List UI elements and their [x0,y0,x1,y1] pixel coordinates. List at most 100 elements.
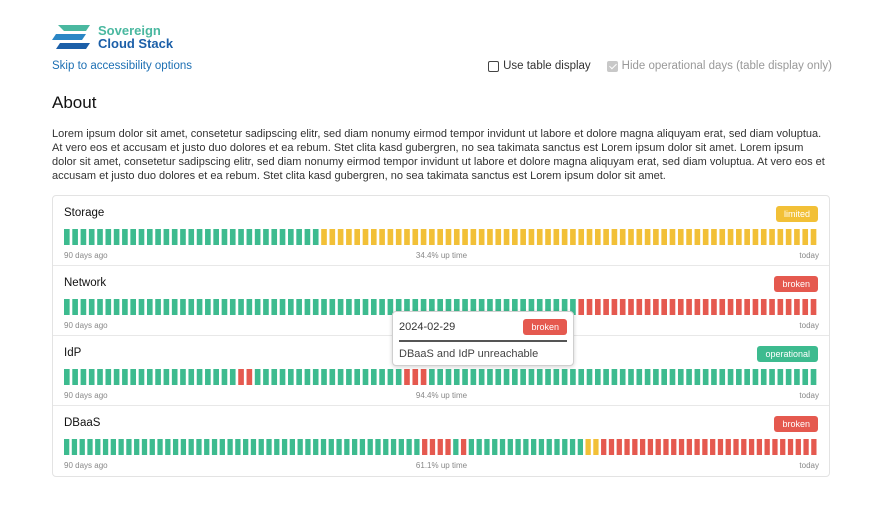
day-bar[interactable] [777,369,784,385]
day-bar[interactable] [802,229,809,245]
day-bar[interactable] [105,229,112,245]
day-bar[interactable] [445,299,452,315]
day-bar[interactable] [404,299,410,315]
day-bar[interactable] [736,299,742,315]
day-bar[interactable] [321,299,327,315]
day-bar[interactable] [229,229,236,245]
day-bar[interactable] [769,369,775,385]
day-bar[interactable] [227,439,233,455]
day-bar[interactable] [97,229,103,245]
day-bar[interactable] [523,439,529,455]
day-bar[interactable] [453,229,460,245]
day-bar[interactable] [95,439,101,455]
day-bar[interactable] [180,369,186,385]
skip-to-accessibility-link[interactable]: Skip to accessibility options [52,60,192,72]
day-bar[interactable] [238,299,244,315]
day-bar[interactable] [390,439,397,455]
day-bar[interactable] [603,299,609,315]
day-bar[interactable] [404,229,410,245]
day-bar[interactable] [362,229,369,245]
day-bar[interactable] [578,369,585,385]
day-bar[interactable] [130,299,137,315]
day-bar[interactable] [213,229,219,245]
day-bar[interactable] [412,229,419,245]
day-bar[interactable] [337,369,344,385]
day-bar[interactable] [468,439,475,455]
day-bar[interactable] [531,439,537,455]
day-bar[interactable] [777,299,784,315]
day-bar[interactable] [644,229,651,245]
day-bar[interactable] [367,439,373,455]
day-bar[interactable] [636,369,643,385]
day-bar[interactable] [204,439,210,455]
day-bar[interactable] [188,229,195,245]
day-bar[interactable] [601,439,607,455]
day-bar[interactable] [171,229,178,245]
day-bar[interactable] [370,229,377,245]
day-bar[interactable] [702,229,709,245]
day-bar[interactable] [725,439,731,455]
day-bar[interactable] [647,439,654,455]
day-bar[interactable] [296,369,302,385]
day-bar[interactable] [585,439,591,455]
day-bar[interactable] [711,369,717,385]
day-bar[interactable] [686,229,692,245]
day-bar[interactable] [653,369,659,385]
day-bar[interactable] [752,229,759,245]
day-bar[interactable] [772,439,778,455]
day-bar[interactable] [205,299,211,315]
day-bar[interactable] [163,229,170,245]
day-bar[interactable] [686,369,692,385]
day-bar[interactable] [122,299,128,315]
day-bar[interactable] [710,439,716,455]
day-bar[interactable] [678,439,685,455]
day-bar[interactable] [263,299,269,315]
day-bar[interactable] [329,229,336,245]
day-bar[interactable] [250,439,257,455]
day-bar[interactable] [80,369,87,385]
day-bar[interactable] [593,439,599,455]
day-bar[interactable] [246,299,253,315]
day-bar[interactable] [354,369,361,385]
day-bar[interactable] [727,369,734,385]
day-bar[interactable] [520,229,526,245]
day-bar[interactable] [155,229,161,245]
day-bar[interactable] [88,369,95,385]
day-bar[interactable] [719,369,726,385]
day-bar[interactable] [64,439,70,455]
day-bar[interactable] [163,369,170,385]
day-bar[interactable] [271,369,278,385]
day-bar[interactable] [603,369,609,385]
day-bar[interactable] [528,299,535,315]
day-bar[interactable] [141,439,148,455]
day-bar[interactable] [196,299,203,315]
day-bar[interactable] [412,299,419,315]
day-bar[interactable] [503,299,510,315]
day-bar[interactable] [88,299,95,315]
day-bar[interactable] [346,369,352,385]
day-bar[interactable] [149,439,155,455]
day-bar[interactable] [370,369,377,385]
day-bar[interactable] [515,439,521,455]
day-bar[interactable] [296,299,302,315]
day-bar[interactable] [387,299,394,315]
day-bar[interactable] [777,229,784,245]
day-bar[interactable] [279,299,286,315]
table-display-toggle[interactable]: Use table display [488,60,591,72]
day-bar[interactable] [794,299,800,315]
day-bar[interactable] [321,369,327,385]
day-bar[interactable] [351,439,358,455]
day-bar[interactable] [624,439,630,455]
day-bar[interactable] [383,439,389,455]
day-bar[interactable] [213,299,219,315]
day-bar[interactable] [520,369,526,385]
day-bar[interactable] [221,299,228,315]
day-bar[interactable] [288,299,294,315]
day-bar[interactable] [736,369,742,385]
day-bar[interactable] [271,299,278,315]
day-bar[interactable] [138,369,145,385]
day-bar[interactable] [346,299,352,315]
day-bar[interactable] [102,439,109,455]
day-bar[interactable] [744,299,750,315]
day-bar[interactable] [281,439,288,455]
